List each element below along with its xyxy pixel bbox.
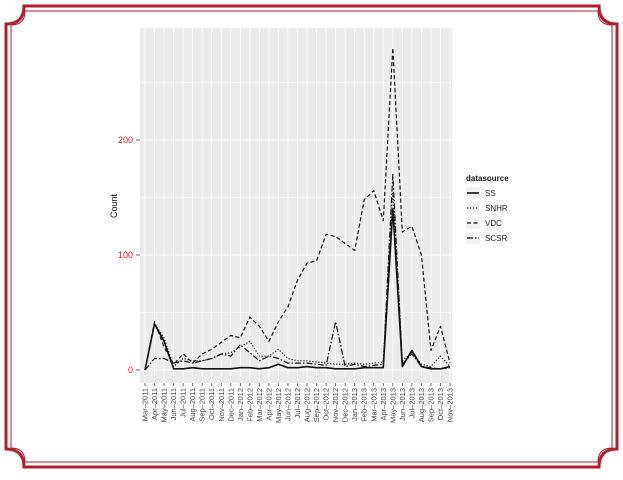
x-tick-label: Sep–2012 — [312, 388, 321, 422]
legend: datasource SS SNHR VDC SCSR — [466, 174, 509, 244]
x-tick-label: Feb–2012 — [245, 388, 254, 422]
x-tick-label: Dec–2011 — [226, 388, 235, 422]
x-tick-label: May–2012 — [274, 388, 283, 423]
x-axis: Mar–2011 Apr–2011 May–2011 Jun–2011 Jul–2011… — [141, 383, 455, 423]
legend-label-vdc: VDC — [485, 219, 502, 228]
x-tick-label: Nov–2011 — [217, 388, 226, 422]
x-tick-label: Jul–2013 — [407, 388, 416, 418]
x-tick-label: Oct–2012 — [322, 388, 331, 421]
y-axis-title: Count — [109, 194, 119, 219]
x-tick-label: Jun–2013 — [398, 388, 407, 421]
y-tick-label: 0 — [128, 365, 133, 375]
x-tick-label: Nov–2013 — [446, 388, 455, 422]
legend-label-scsr: SCSR — [485, 234, 507, 243]
x-tick-label: Jan–2013 — [350, 388, 359, 421]
x-tick-label: Oct–2011 — [207, 388, 216, 420]
series-line-scsr — [144, 173, 451, 371]
y-axis: 0 100 200 — [118, 135, 140, 375]
x-tick-label: Apr–2012 — [264, 388, 273, 421]
x-tick-label: Apr–2013 — [379, 388, 388, 421]
x-tick-label: Aug–2013 — [417, 388, 426, 422]
series-line-vdc — [144, 47, 451, 371]
x-tick-label: Mar–2013 — [369, 388, 378, 422]
x-tick-label: Apr–2011 — [150, 388, 159, 420]
decorative-frame — [4, 4, 619, 469]
legend-title: datasource — [466, 174, 509, 183]
x-tick-label: Jun–2011 — [169, 388, 178, 420]
x-tick-label: May–2011 — [160, 388, 169, 422]
x-tick-label: Jul–2012 — [293, 388, 302, 418]
y-tick-label: 200 — [118, 135, 133, 145]
legend-label-snhr: SNHR — [485, 204, 508, 213]
x-tick-label: Aug–2012 — [303, 388, 312, 422]
x-tick-label: Sep–2011 — [198, 388, 207, 422]
x-tick-label: May–2013 — [388, 388, 397, 423]
frame-inner-border — [10, 10, 613, 463]
legend-label-ss: SS — [485, 189, 496, 198]
plot-panel — [140, 28, 452, 383]
frame-outer-border — [4, 4, 619, 469]
y-tick-label: 100 — [118, 250, 133, 260]
x-tick-label: Jun–2012 — [283, 388, 292, 421]
x-tick-label: Dec–2012 — [341, 388, 350, 422]
x-tick-label: Nov–2012 — [331, 388, 340, 422]
series-lines — [144, 47, 451, 371]
x-tick-label: Oct–2013 — [436, 388, 445, 421]
x-tick-label: Feb–2013 — [360, 388, 369, 422]
x-tick-label: Mar–2011 — [141, 388, 150, 421]
x-tick-label: Jul–2011 — [179, 388, 188, 418]
x-tick-label: Mar–2012 — [255, 388, 264, 422]
grid-lines — [140, 28, 452, 383]
series-line-ss — [144, 208, 451, 371]
x-tick-label: Aug–2011 — [188, 388, 197, 422]
x-tick-label: Jan–2012 — [236, 388, 245, 421]
x-tick-label: Sep–2013 — [426, 388, 435, 422]
legend-key-box — [466, 217, 480, 229]
